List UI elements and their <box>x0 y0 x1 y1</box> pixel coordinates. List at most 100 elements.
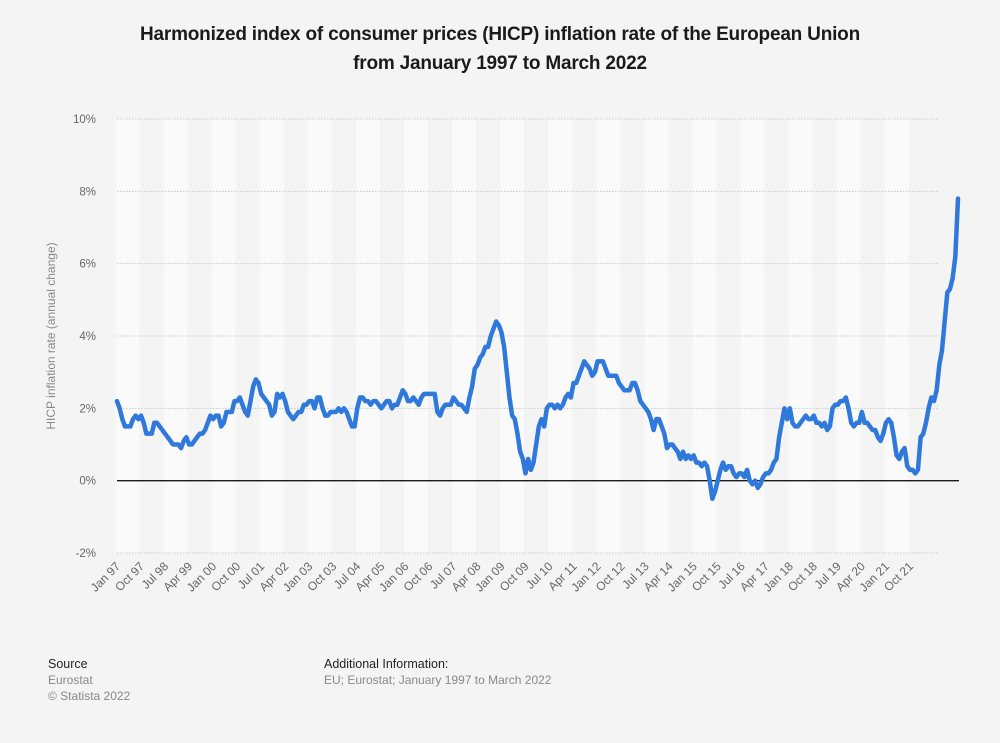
data-point[interactable] <box>324 414 327 417</box>
data-point[interactable] <box>380 407 383 410</box>
data-point[interactable] <box>543 425 546 428</box>
data-point[interactable] <box>551 403 554 406</box>
data-point[interactable] <box>668 443 671 446</box>
data-point[interactable] <box>270 414 273 417</box>
data-point[interactable] <box>847 407 850 410</box>
data-point[interactable] <box>254 378 257 381</box>
data-point[interactable] <box>439 414 442 417</box>
data-point[interactable] <box>580 367 583 370</box>
data-point[interactable] <box>126 425 129 428</box>
data-point[interactable] <box>572 382 575 385</box>
data-point[interactable] <box>321 407 324 410</box>
data-point[interactable] <box>201 432 204 435</box>
data-point[interactable] <box>441 407 444 410</box>
data-point[interactable] <box>310 400 313 403</box>
data-point[interactable] <box>481 353 484 356</box>
data-point[interactable] <box>444 403 447 406</box>
data-point[interactable] <box>148 432 151 435</box>
data-point[interactable] <box>620 385 623 388</box>
data-point[interactable] <box>914 472 917 475</box>
data-point[interactable] <box>898 458 901 461</box>
data-point[interactable] <box>585 364 588 367</box>
data-point[interactable] <box>348 418 351 421</box>
data-point[interactable] <box>607 374 610 377</box>
data-point[interactable] <box>129 425 132 428</box>
data-point[interactable] <box>599 360 602 363</box>
data-point[interactable] <box>639 400 642 403</box>
data-point[interactable] <box>265 400 268 403</box>
data-point[interactable] <box>273 411 276 414</box>
data-point[interactable] <box>812 414 815 417</box>
data-point[interactable] <box>722 461 725 464</box>
data-point[interactable] <box>839 400 842 403</box>
data-point[interactable] <box>343 407 346 410</box>
data-point[interactable] <box>305 403 308 406</box>
data-point[interactable] <box>703 461 706 464</box>
data-point[interactable] <box>241 403 244 406</box>
data-point[interactable] <box>855 421 858 424</box>
data-point[interactable] <box>933 400 936 403</box>
data-point[interactable] <box>935 389 938 392</box>
data-point[interactable] <box>436 411 439 414</box>
data-point[interactable] <box>388 400 391 403</box>
data-point[interactable] <box>284 400 287 403</box>
data-point[interactable] <box>695 461 698 464</box>
data-point[interactable] <box>751 483 754 486</box>
data-point[interactable] <box>212 418 215 421</box>
data-point[interactable] <box>177 443 180 446</box>
data-point[interactable] <box>294 414 297 417</box>
data-point[interactable] <box>831 407 834 410</box>
data-point[interactable] <box>327 414 330 417</box>
data-point[interactable] <box>423 392 426 395</box>
data-point[interactable] <box>679 458 682 461</box>
data-point[interactable] <box>140 414 143 417</box>
data-point[interactable] <box>858 421 861 424</box>
data-point[interactable] <box>220 425 223 428</box>
data-point[interactable] <box>708 479 711 482</box>
data-point[interactable] <box>706 465 709 468</box>
data-point[interactable] <box>687 454 690 457</box>
data-point[interactable] <box>810 418 813 421</box>
data-point[interactable] <box>615 374 618 377</box>
data-point[interactable] <box>137 418 140 421</box>
data-point[interactable] <box>903 447 906 450</box>
data-point[interactable] <box>372 400 375 403</box>
data-point[interactable] <box>193 439 196 442</box>
data-point[interactable] <box>650 418 653 421</box>
data-point[interactable] <box>297 411 300 414</box>
data-point[interactable] <box>799 421 802 424</box>
data-point[interactable] <box>658 418 661 421</box>
data-point[interactable] <box>796 425 799 428</box>
data-point[interactable] <box>548 403 551 406</box>
data-point[interactable] <box>537 425 540 428</box>
data-point[interactable] <box>700 465 703 468</box>
data-point[interactable] <box>882 432 885 435</box>
data-point[interactable] <box>893 436 896 439</box>
data-point[interactable] <box>529 468 532 471</box>
data-point[interactable] <box>369 403 372 406</box>
data-point[interactable] <box>401 389 404 392</box>
data-point[interactable] <box>457 403 460 406</box>
data-point[interactable] <box>610 374 613 377</box>
data-point[interactable] <box>367 400 370 403</box>
data-point[interactable] <box>313 407 316 410</box>
data-point[interactable] <box>941 349 944 352</box>
data-point[interactable] <box>513 418 516 421</box>
data-point[interactable] <box>682 450 685 453</box>
data-point[interactable] <box>359 396 362 399</box>
data-point[interactable] <box>767 472 770 475</box>
data-point[interactable] <box>337 407 340 410</box>
data-point[interactable] <box>375 400 378 403</box>
data-point[interactable] <box>521 458 524 461</box>
data-point[interactable] <box>156 421 159 424</box>
data-point[interactable] <box>887 418 890 421</box>
data-point[interactable] <box>209 414 212 417</box>
data-point[interactable] <box>826 429 829 432</box>
data-point[interactable] <box>788 407 791 410</box>
data-point[interactable] <box>770 468 773 471</box>
data-point[interactable] <box>748 479 751 482</box>
data-point[interactable] <box>417 403 420 406</box>
data-point[interactable] <box>591 374 594 377</box>
data-point[interactable] <box>631 382 634 385</box>
data-point[interactable] <box>532 461 535 464</box>
